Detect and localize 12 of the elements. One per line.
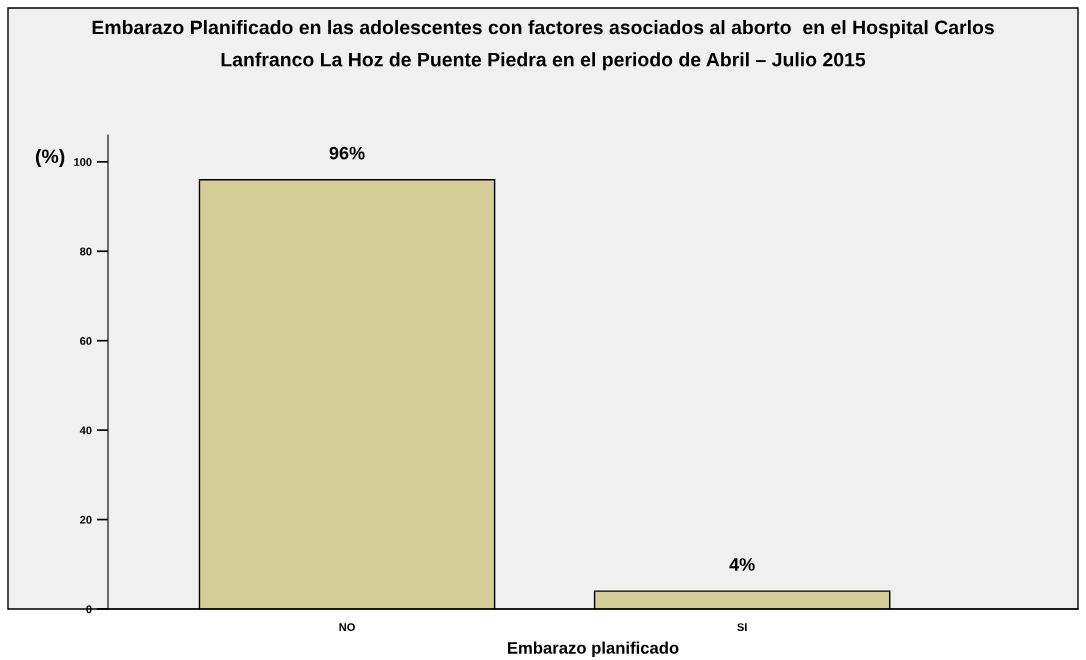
- y-tick-label: 40: [79, 426, 92, 435]
- y-tick-label: 20: [80, 515, 92, 524]
- x-axis-title: Embarazo planificado: [507, 641, 679, 658]
- x-tick-label: NO: [339, 623, 355, 632]
- data-label: 4%: [729, 558, 755, 571]
- x-tick-label: SI: [737, 623, 747, 632]
- y-axis-title: (%): [35, 148, 65, 168]
- y-tick-label: 100: [74, 158, 92, 166]
- chart-title: Embarazo Planificado en las adolescentes con factores asociados al aborto en el Hospital Carlos Lanfranco La Hoz de Puente Piedra en el periodo de Abril – Julio 2015: [92, 20, 994, 71]
- y-tick-label: 80: [80, 247, 92, 256]
- y-tick-label: 60: [80, 336, 92, 345]
- data-label: 96%: [329, 146, 365, 160]
